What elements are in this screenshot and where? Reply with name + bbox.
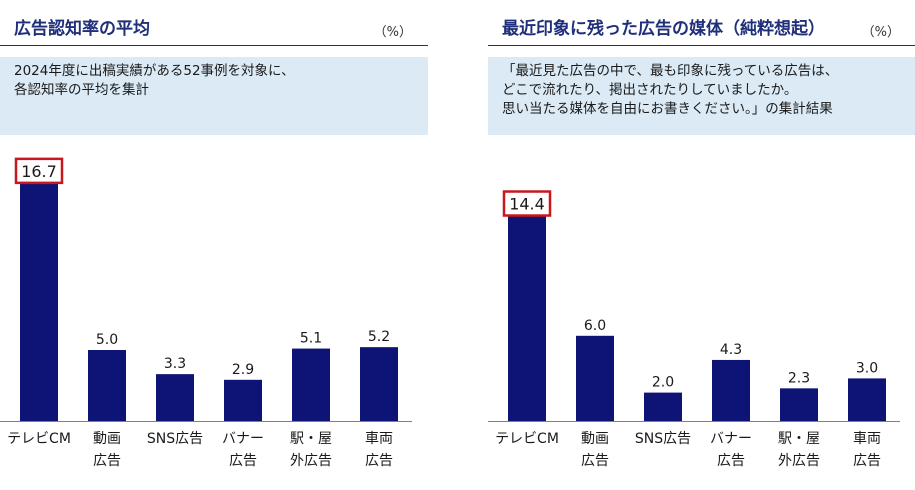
data-label: 3.3 xyxy=(164,356,186,372)
description-line: 思い当たる媒体を自由にお書きください。」の集計結果 xyxy=(502,101,833,117)
category-label: 駅・屋 xyxy=(290,431,332,447)
description-box: 2024年度に出稿実績がある52事例を対象に、 各認知率の平均を集計 xyxy=(0,57,428,135)
data-label: 2.9 xyxy=(232,362,254,378)
data-label: 16.7 xyxy=(21,162,57,181)
title-divider xyxy=(0,45,428,46)
category-label: テレビCM xyxy=(7,431,71,447)
category-label: 広告 xyxy=(365,453,393,469)
data-label: 5.1 xyxy=(300,331,322,347)
data-label: 4.3 xyxy=(720,342,742,358)
description-line: 各認知率の平均を集計 xyxy=(14,82,149,98)
category-label: バナー xyxy=(222,431,264,447)
category-label: 広告 xyxy=(853,453,881,469)
description-line: 2024年度に出稿実績がある52事例を対象に、 xyxy=(14,63,295,79)
bar xyxy=(156,374,194,421)
data-label: 5.2 xyxy=(368,329,390,345)
chart-title: 広告認知率の平均 xyxy=(14,19,150,39)
data-label: 2.3 xyxy=(788,370,810,386)
category-label: 広告 xyxy=(717,453,745,469)
data-label: 3.0 xyxy=(856,360,878,376)
title-divider xyxy=(488,45,915,46)
category-label: 広告 xyxy=(581,453,609,469)
category-label: 外広告 xyxy=(290,453,332,469)
bar xyxy=(644,392,682,421)
bar xyxy=(292,348,330,421)
category-label: 駅・屋 xyxy=(778,431,820,447)
category-label: 広告 xyxy=(93,453,121,469)
highlight-box xyxy=(14,157,64,185)
category-label: SNS広告 xyxy=(147,431,203,447)
category-label: 車両 xyxy=(853,430,881,447)
category-label: 車両 xyxy=(365,430,393,447)
category-label: 外広告 xyxy=(778,453,820,469)
data-label: 2.0 xyxy=(652,375,674,391)
description-line: 「最近見た広告の中で、最も印象に残っている広告は、 xyxy=(502,63,839,79)
bar xyxy=(88,350,126,421)
bar xyxy=(224,379,262,421)
category-label: 広告 xyxy=(229,453,257,469)
category-label: テレビCM xyxy=(495,431,559,447)
bar xyxy=(20,183,58,421)
chart-panel-recall: 最近印象に残った広告の媒体（純粋想起） （%） 「最近見た広告の中で、最も印象に… xyxy=(488,0,915,490)
bar xyxy=(712,359,750,421)
chart-panel-awareness: 広告認知率の平均 （%） 2024年度に出稿実績がある52事例を対象に、 各認知… xyxy=(0,0,428,490)
description-box: 「最近見た広告の中で、最も印象に残っている広告は、 どこで流れたり、掲出されたり… xyxy=(488,57,915,135)
bar xyxy=(576,335,614,421)
category-label: バナー xyxy=(710,431,752,447)
data-label: 6.0 xyxy=(584,318,606,334)
bar xyxy=(360,347,398,421)
unit-label: （%） xyxy=(373,25,412,40)
data-label: 14.4 xyxy=(509,195,545,214)
unit-label: （%） xyxy=(861,25,900,40)
data-label: 5.0 xyxy=(96,332,118,348)
category-label: 動画 xyxy=(581,431,609,447)
category-label: SNS広告 xyxy=(635,431,691,447)
highlight-box xyxy=(502,190,552,217)
bar xyxy=(780,388,818,421)
bar xyxy=(848,378,886,421)
chart-title: 最近印象に残った広告の媒体（純粋想起） xyxy=(502,19,825,39)
description-line: どこで流れたり、掲出されたりしていましたか。 xyxy=(502,82,798,98)
category-label: 動画 xyxy=(93,431,121,447)
bar xyxy=(508,216,546,421)
